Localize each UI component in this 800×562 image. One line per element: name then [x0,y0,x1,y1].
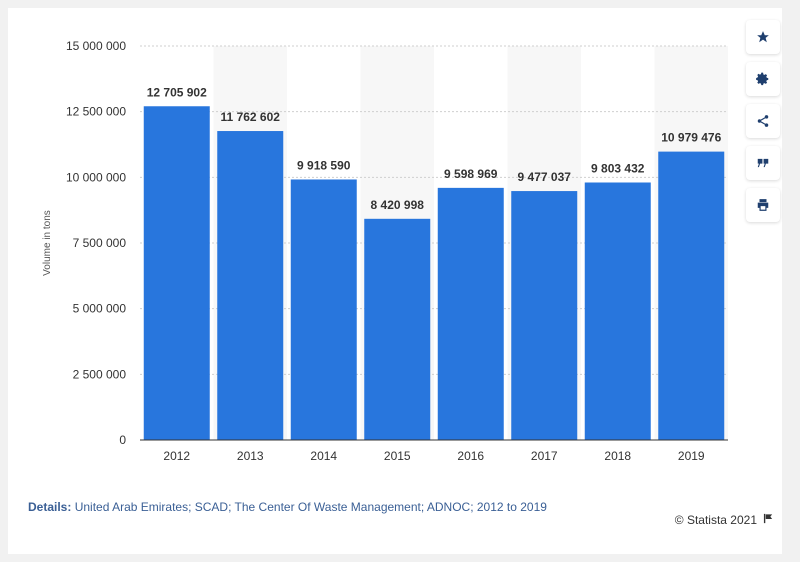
details-sources: United Arab Emirates; SCAD; The Center O… [74,500,547,514]
share-icon [757,115,769,127]
x-axis-ticks: 2012 2013 2014 2015 2016 2017 2018 2019 [163,449,705,463]
bar-chart: 0 2 500 000 5 000 000 7 500 000 10 000 000 12… [42,39,728,463]
y-tick-label: 10 000 000 [66,170,126,184]
y-tick-label: 12 500 000 [66,105,126,119]
bar [437,187,504,440]
bars [143,106,725,441]
star-icon [757,31,769,43]
settings-button[interactable] [746,62,780,96]
bar [143,106,210,441]
y-tick-label: 7 500 000 [73,236,127,250]
details-label: Details: [28,500,72,514]
y-axis-ticks: 0 2 500 000 5 000 000 7 500 000 10 000 000 12… [66,39,126,447]
y-tick-label: 0 [119,433,126,447]
bar [290,179,357,440]
x-tick-label: 2013 [237,449,264,463]
bar [658,151,725,440]
bar [364,218,431,440]
flag-icon[interactable] [763,513,774,527]
x-tick-label: 2018 [604,449,631,463]
bar-value-label: 9 918 590 [297,158,351,172]
quote-icon [757,158,769,168]
bar [217,131,284,441]
x-tick-label: 2019 [678,449,705,463]
statista-credit[interactable]: © Statista 2021 [675,513,774,527]
x-tick-label: 2014 [310,449,337,463]
y-tick-label: 5 000 000 [73,302,127,316]
x-tick-label: 2017 [531,449,558,463]
bar-value-label: 10 979 476 [661,131,721,145]
bar-value-label: 9 803 432 [591,161,645,175]
x-tick-label: 2015 [384,449,411,463]
bar-value-label: 9 598 969 [444,167,498,181]
bar [511,191,578,440]
x-tick-label: 2012 [163,449,190,463]
y-axis-label: Volume in tons [42,210,53,276]
value-labels: 12 705 902 11 762 602 9 918 590 8 420 998 9 … [147,85,722,212]
x-tick-label: 2016 [457,449,484,463]
bar-value-label: 9 477 037 [518,170,572,184]
bar-value-label: 8 420 998 [371,198,425,212]
y-tick-label: 2 500 000 [73,367,127,381]
bar-value-label: 12 705 902 [147,85,207,99]
bar-value-label: 11 762 602 [221,110,281,124]
details-text: Details: United Arab Emirates; SCAD; The… [28,498,568,516]
print-button[interactable] [746,188,780,222]
print-icon [757,199,769,211]
toolbar [746,20,780,230]
share-button[interactable] [746,104,780,138]
bookmark-button[interactable] [746,20,780,54]
cite-button[interactable] [746,146,780,180]
gear-icon [756,72,769,86]
y-tick-label: 15 000 000 [66,39,126,53]
credit-text: © Statista 2021 [674,513,757,527]
bar [584,182,651,440]
